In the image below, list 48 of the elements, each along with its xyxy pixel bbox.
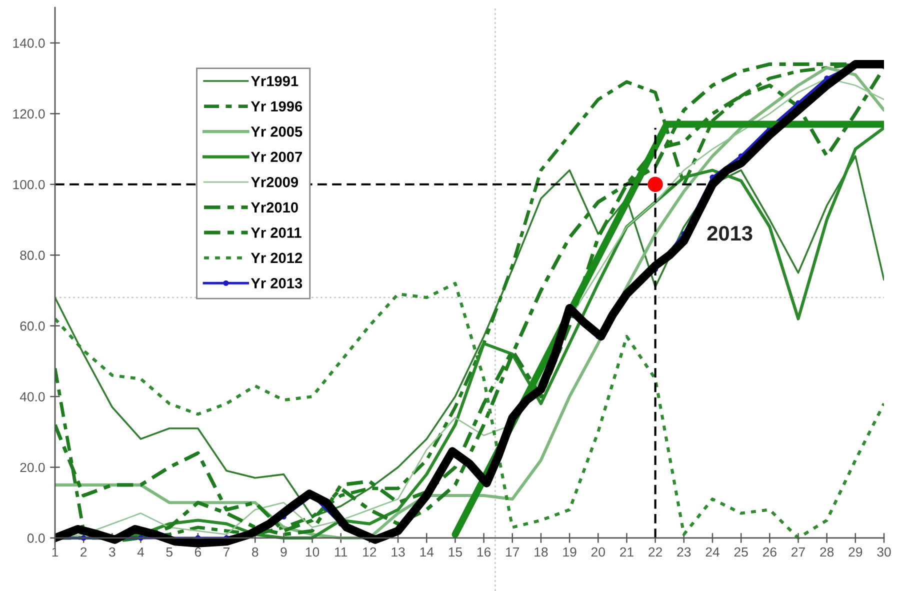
legend-label: Yr 2013 [250,278,302,288]
x-tick-label: 11 [335,547,348,557]
legend-label: Yr2010 [250,202,298,213]
x-tick-label: 3 [109,547,116,557]
x-tick-label: 18 [534,547,548,557]
x-tick-label: 13 [392,547,405,557]
y-tick-label: 140.0 [13,38,45,48]
y-tick-label: 60.0 [20,321,45,331]
x-tick-label: 27 [792,547,805,557]
legend-label: Yr 2005 [250,126,302,137]
y-tick-label: 80.0 [20,250,45,260]
x-tick-label: 23 [677,547,691,557]
annotation: 2013 [707,226,752,241]
x-tick-label: 19 [563,547,576,557]
legend-label: Yr2009 [250,176,298,188]
x-tick-label: 8 [252,547,258,557]
x-tick-label: 10 [306,547,320,557]
legend-label: Yr 2012 [250,252,302,264]
x-tick-label: 22 [648,547,662,557]
x-tick-label: 21 [620,547,634,557]
x-tick-label: 16 [477,547,491,557]
x-tick-label: 15 [448,547,462,557]
x-tick-label: 24 [706,547,720,557]
x-tick-label: 1 [52,547,58,557]
legend-label: Yr 1996 [250,101,302,112]
x-tick-label: 7 [224,547,230,557]
x-tick-label: 30 [877,547,891,557]
x-tick-label: 14 [420,547,434,557]
y-tick-label: 0.0 [27,534,45,543]
legend-label: Yr1991 [250,76,298,86]
x-tick-label: 2 [80,547,87,557]
y-tick-label: 120.0 [13,109,45,119]
x-tick-label: 20 [591,547,605,557]
x-tick-label: 29 [848,547,862,557]
x-tick-label: 5 [166,547,172,557]
x-tick-label: 12 [363,547,376,557]
x-tick-label: 26 [762,547,776,557]
x-tick-label: 17 [506,547,520,557]
x-tick-label: 9 [280,547,287,557]
legend-label: Yr 2007 [250,152,302,162]
x-tick-label: 6 [194,547,202,557]
x-tick-label: 4 [137,547,144,557]
x-tick-label: 28 [820,547,834,557]
y-tick-label: 20.0 [20,462,45,472]
x-tick-label: 25 [734,547,748,557]
y-tick-label: 40.0 [20,392,45,402]
legend-label: Yr 2011 [250,228,302,238]
y-tick-label: 100.0 [13,180,45,190]
